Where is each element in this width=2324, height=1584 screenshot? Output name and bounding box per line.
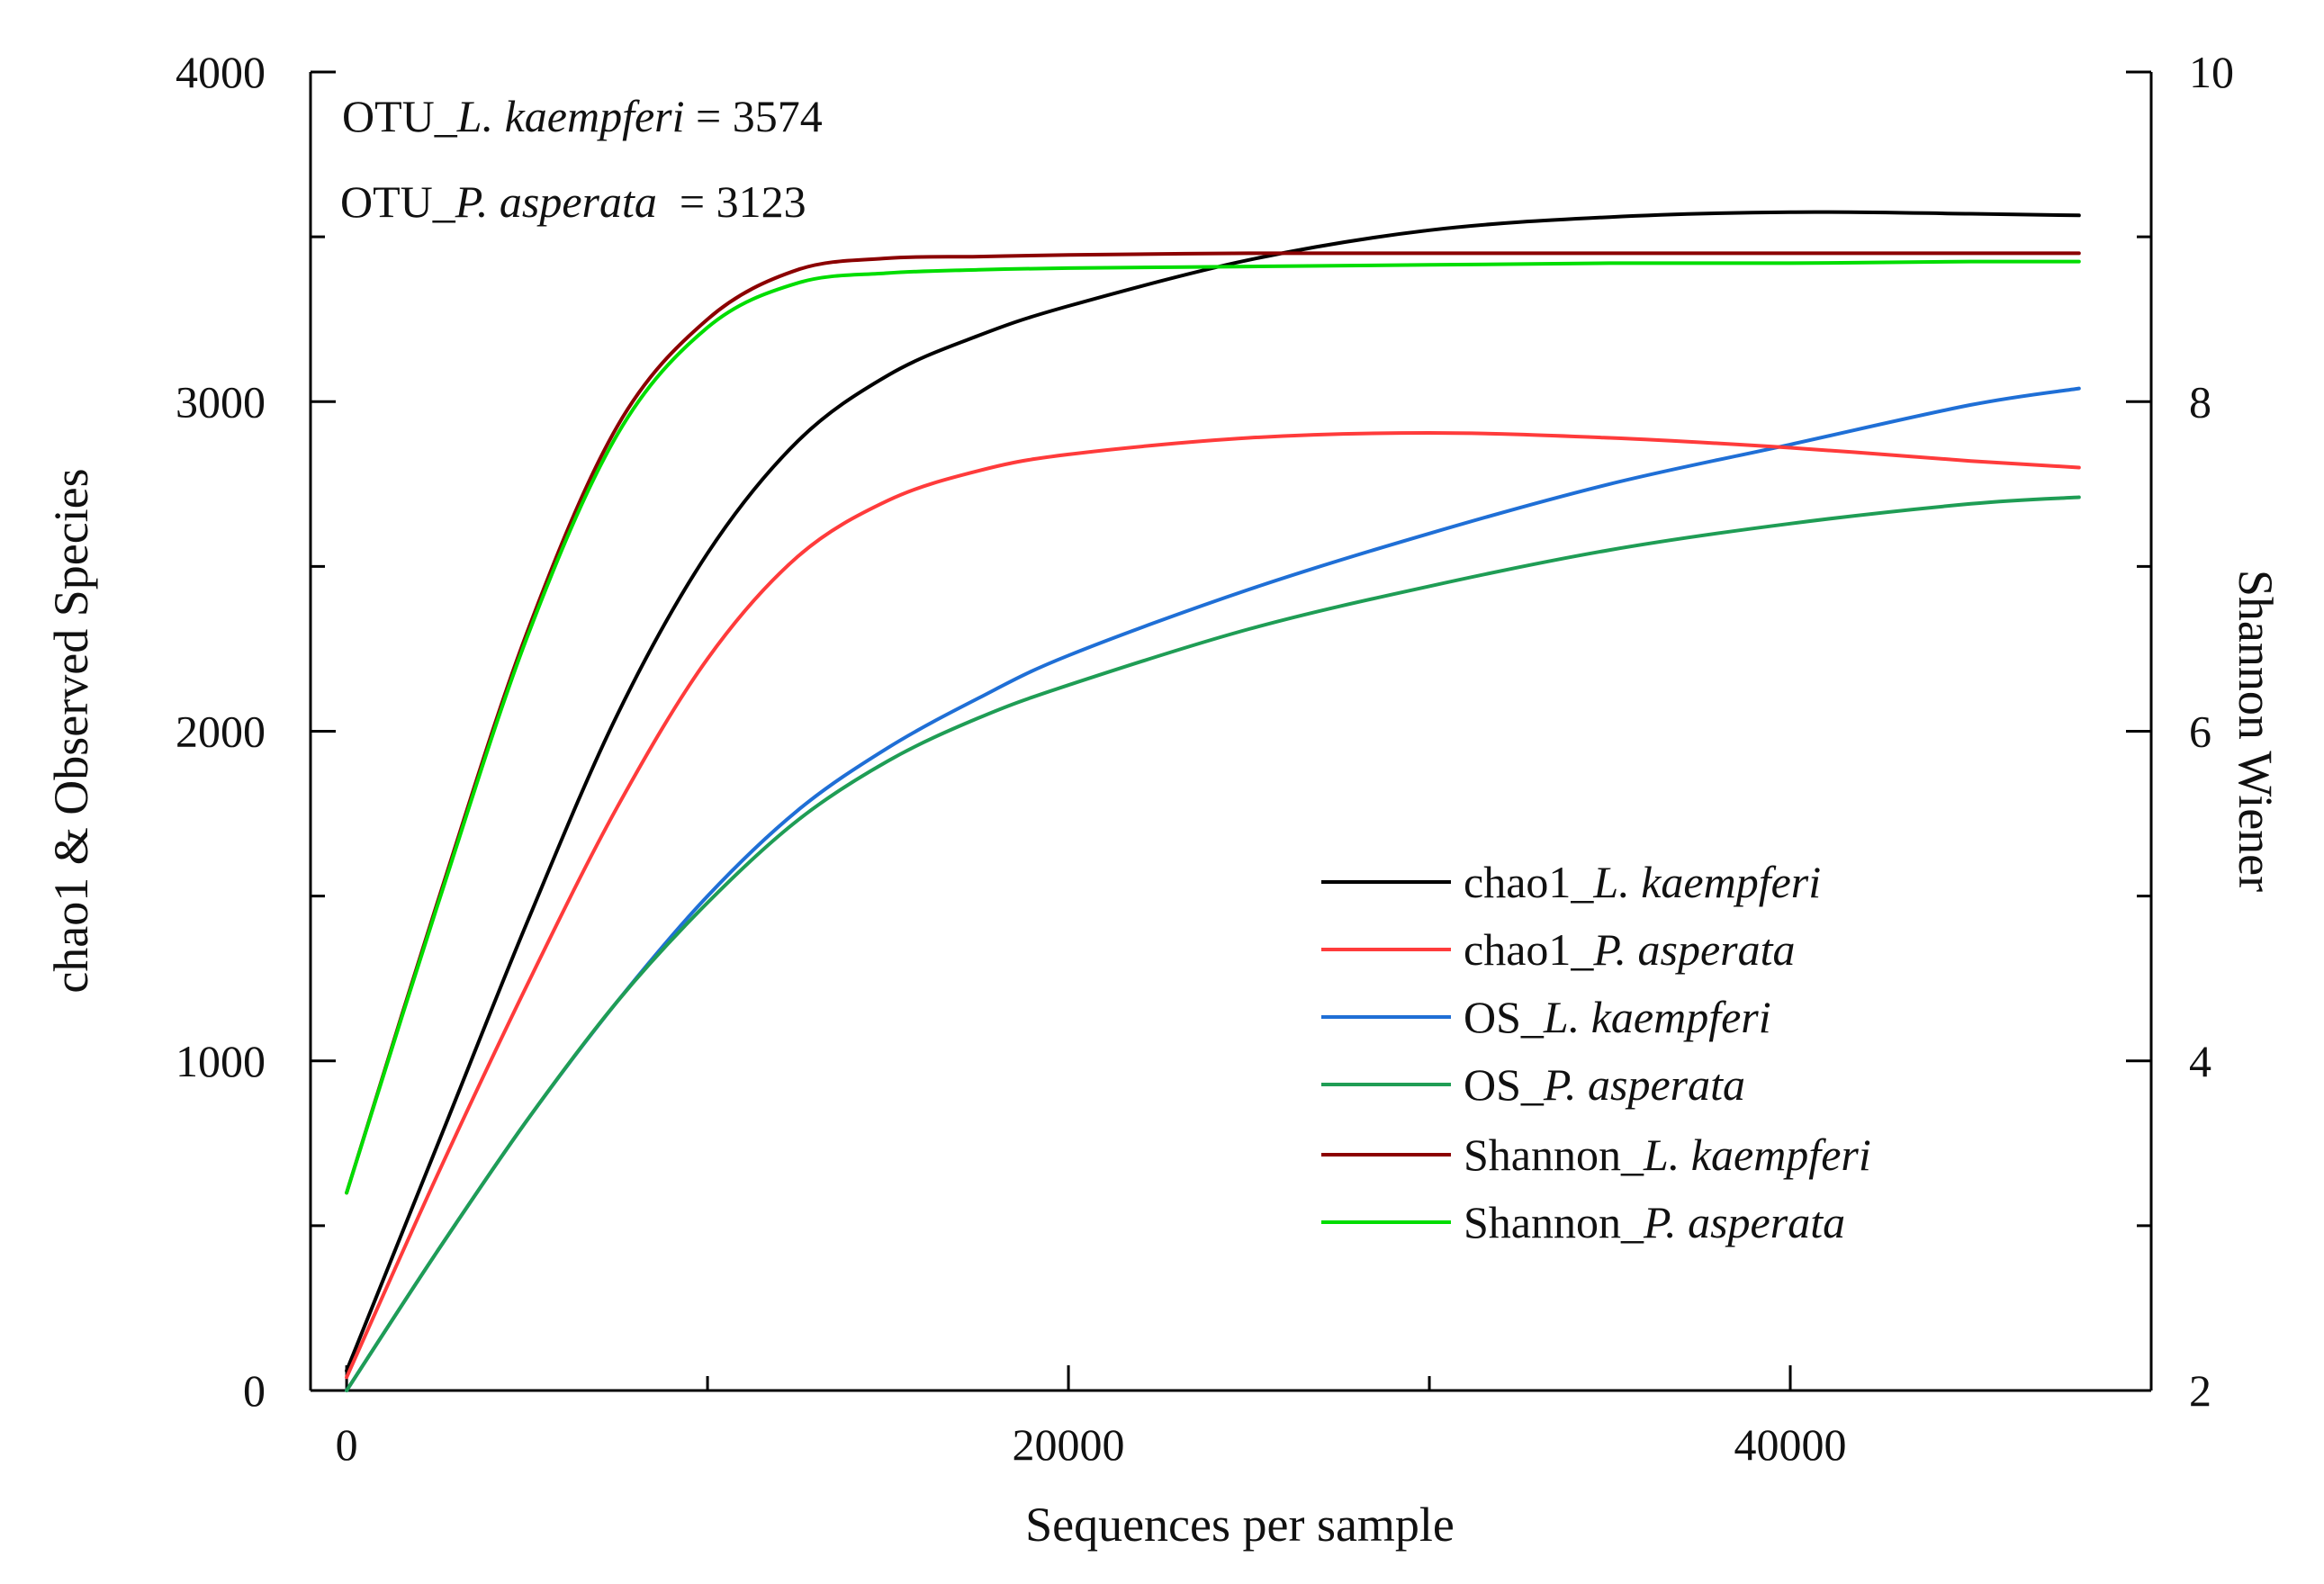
legend-label-chao1-p-asperata: chao1_P. asperata [1464,924,1796,975]
axis-labels: 0 1000 2000 3000 4000 2 4 6 8 10 0 20000 40000 Sequen… [44,47,2283,1552]
series-line-shannon-p-asperata [345,259,2081,1195]
y-left-tick-label: 0 [243,1365,266,1416]
series-line-chao1-p-asperata [345,431,2081,1380]
legend-label-os-l-kaempferi: OS_L. kaempferi [1464,992,1771,1042]
series-line-os-p-asperata [345,495,2081,1392]
x-axis-title: Sequences per sample [1025,1498,1455,1552]
y-right-tick-label: 6 [2189,706,2211,757]
y-left-axis-title: chao1 & Observed Species [44,468,98,993]
y-right-tick-label: 10 [2189,47,2234,97]
series-lines [345,210,2081,1392]
legend-label-chao1-l-kaempferi: chao1_L. kaempferi [1464,857,1821,907]
y-left-tick-label: 4000 [176,47,266,97]
legend-label-os-p-asperata: OS_P. asperata [1464,1059,1745,1110]
y-left-tick-label: 3000 [176,376,266,427]
y-right-tick-label: 4 [2189,1036,2211,1086]
otu-annotation-p-asperata: OTU_P. asperata = 3123 [340,176,806,227]
y-right-tick-label: 8 [2189,376,2211,427]
y-right-tick-label: 2 [2189,1365,2211,1416]
x-tick-label: 20000 [1013,1419,1125,1470]
x-tick-label: 0 [336,1419,358,1470]
legend: chao1_L. kaempferi chao1_P. asperata OS_L.… [1321,857,1871,1247]
y-left-tick-label: 1000 [176,1036,266,1086]
otu-annotations: OTU_L. kaempferi = 3574 OTU_P. asperata … [340,91,823,227]
legend-label-shannon-p-asperata: Shannon_P. asperata [1464,1197,1845,1247]
series-line-shannon-l-kaempferi [345,251,2081,1195]
x-tick-label: 40000 [1734,1419,1847,1470]
y-left-tick-label: 2000 [176,706,266,757]
axes [309,70,2153,1392]
y-right-axis-title: Shannon Wiener [2229,570,2283,892]
legend-label-shannon-l-kaempferi: Shannon_L. kaempferi [1464,1130,1871,1180]
otu-annotation-l-kaempferi: OTU_L. kaempferi = 3574 [342,91,823,141]
series-line-chao1-l-kaempferi [345,210,2081,1372]
